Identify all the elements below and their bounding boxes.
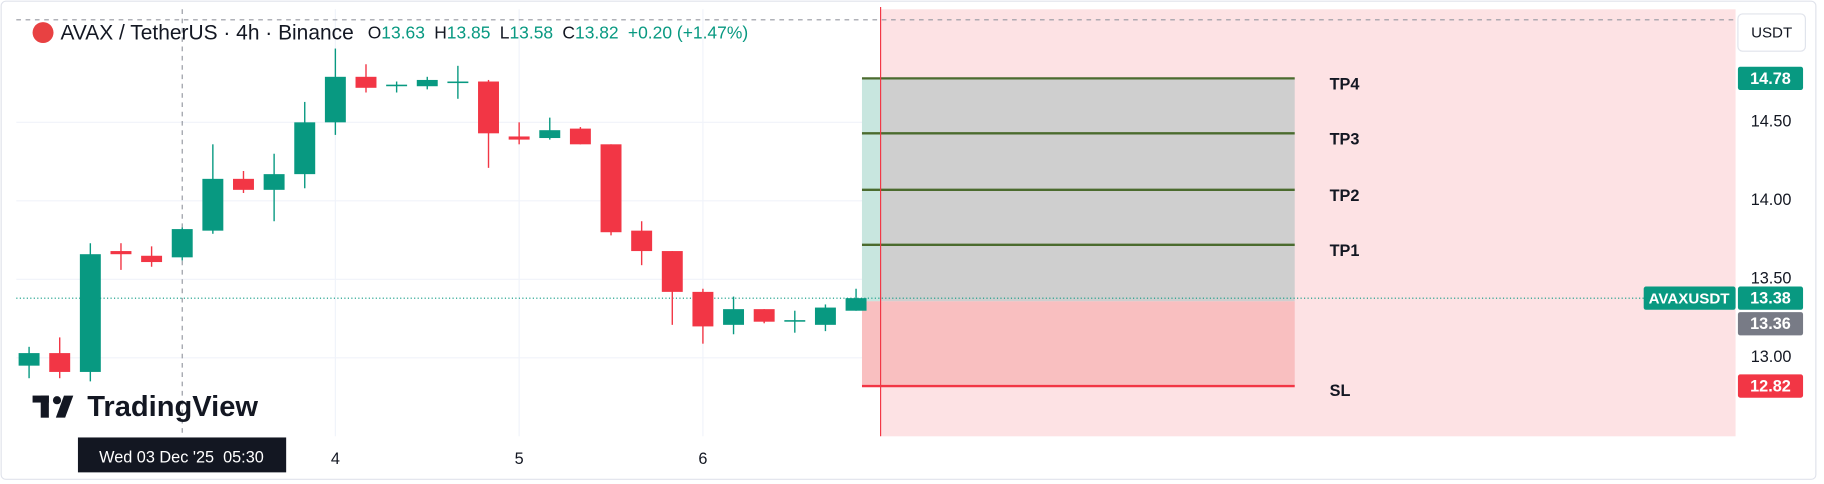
ohlc-value: 13.63 [381, 22, 425, 42]
x-tick-label: 5 [515, 450, 524, 468]
candle-body [416, 79, 438, 87]
main-layer [16, 6, 1736, 437]
stop-price-tag: 12.82 [1750, 378, 1791, 396]
stop-price-tag-box [1737, 374, 1804, 398]
candle-body [661, 251, 683, 292]
logo-shape [40, 395, 49, 418]
symbol-icon [32, 22, 54, 44]
last-price-tag: 13.38 [1750, 290, 1791, 308]
candle-body [294, 122, 316, 175]
y-tick-label: 13.50 [1751, 270, 1792, 288]
last-price-tag-box [1737, 286, 1804, 310]
candle-body [569, 128, 591, 145]
candle-body [141, 255, 163, 263]
candle-body [692, 291, 714, 327]
currency-label[interactable]: USDT [1751, 25, 1792, 42]
logo-shape [52, 396, 62, 405]
ohlc-value: 13.82 [575, 22, 619, 42]
y-tick-label: 14.00 [1751, 191, 1792, 209]
last-price-name-box [1643, 286, 1736, 310]
ohlc-value: 13.85 [447, 22, 491, 42]
target-label: TP2 [1330, 187, 1360, 205]
x-tick-label: 4 [331, 450, 340, 468]
ohlc-value: 13.58 [509, 22, 553, 42]
candle-body [600, 144, 622, 233]
currency-button[interactable] [1737, 13, 1806, 52]
candle-body [845, 298, 867, 311]
candle-body [539, 130, 561, 139]
loss-zone [861, 301, 1295, 387]
candle-body [18, 353, 40, 366]
candle-body [233, 178, 254, 190]
crosshair-time-label: Wed 03 Dec '25 05:30 [99, 449, 264, 467]
candle-body [478, 81, 499, 134]
entry-price-tag-box [1737, 312, 1804, 336]
y-tick-label: 14.50 [1751, 113, 1792, 131]
last-price-name: AVAXUSDT [1649, 290, 1731, 307]
candle-body [814, 307, 836, 325]
symbol-title: AVAX / TetherUS · 4h · Binance [60, 21, 353, 44]
candle-body [753, 309, 775, 322]
candle-body [386, 84, 408, 87]
watermark: TradingView [87, 391, 258, 423]
stop-label: SL [1330, 382, 1351, 400]
target-label: TP4 [1330, 76, 1360, 94]
x-tick-label: 6 [698, 450, 707, 468]
candle-body [79, 254, 101, 372]
ohlc-label: C [562, 22, 575, 42]
candle-body [49, 353, 71, 372]
candle-body [723, 309, 745, 325]
target-label: TP3 [1330, 131, 1360, 149]
candle-body [784, 320, 806, 322]
ohlc-label: L [500, 22, 510, 42]
price-change: +0.20 (+1.47%) [628, 22, 748, 42]
logo-shape [55, 395, 74, 418]
candle-body [202, 178, 224, 231]
watermark-logo [32, 395, 74, 418]
candle-body [447, 81, 469, 84]
target-price-tag-box [1737, 66, 1804, 91]
candle-body [110, 251, 132, 255]
entry-price-tag: 13.36 [1750, 315, 1791, 333]
legend: AVAX / TetherUS · 4h · Binance O13.63 H13.… [60, 21, 748, 44]
ohlc-label: O [368, 22, 382, 42]
overlay-layer: AVAX / TetherUS · 4h · Binance O13.63 H13.… [32, 13, 1806, 473]
crosshair-time-box [77, 437, 287, 473]
candle-body [355, 76, 377, 88]
y-tick-label: 13.00 [1751, 348, 1792, 366]
candle-body [508, 136, 530, 140]
target-label: TP1 [1330, 242, 1360, 260]
ohlc-label: H [434, 22, 447, 42]
candle-body [324, 76, 346, 123]
target-price-tag: 14.78 [1750, 70, 1791, 88]
candle-body [631, 230, 653, 252]
candle-body [171, 229, 193, 258]
candle-body [263, 174, 285, 190]
